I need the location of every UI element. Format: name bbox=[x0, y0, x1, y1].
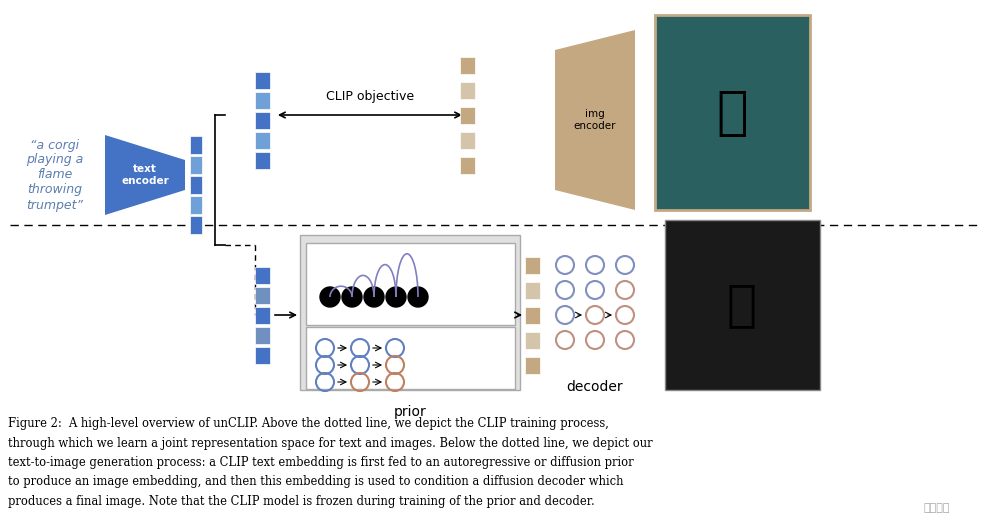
FancyBboxPatch shape bbox=[306, 243, 515, 325]
FancyBboxPatch shape bbox=[525, 282, 540, 299]
FancyBboxPatch shape bbox=[525, 307, 540, 324]
FancyBboxPatch shape bbox=[525, 357, 540, 374]
FancyBboxPatch shape bbox=[664, 220, 819, 390]
FancyBboxPatch shape bbox=[254, 347, 269, 364]
FancyBboxPatch shape bbox=[459, 107, 474, 124]
Text: Figure 2:  A high-level overview of unCLIP. Above the dotted line, we depict the: Figure 2: A high-level overview of unCLI… bbox=[8, 417, 608, 430]
FancyBboxPatch shape bbox=[459, 132, 474, 149]
Circle shape bbox=[342, 287, 362, 307]
Text: through which we learn a joint representation space for text and images. Below t: through which we learn a joint represent… bbox=[8, 436, 652, 449]
FancyBboxPatch shape bbox=[254, 132, 269, 149]
FancyBboxPatch shape bbox=[654, 15, 809, 210]
Text: text-to-image generation process: a CLIP text embedding is first fed to an autor: text-to-image generation process: a CLIP… bbox=[8, 456, 633, 469]
Text: 上杉翔二: 上杉翔二 bbox=[922, 503, 949, 513]
FancyBboxPatch shape bbox=[190, 136, 202, 154]
Text: CLIP objective: CLIP objective bbox=[326, 90, 414, 103]
Circle shape bbox=[386, 287, 406, 307]
FancyBboxPatch shape bbox=[306, 327, 515, 389]
FancyBboxPatch shape bbox=[254, 72, 269, 89]
Polygon shape bbox=[105, 135, 185, 215]
FancyBboxPatch shape bbox=[525, 257, 540, 274]
FancyBboxPatch shape bbox=[190, 176, 202, 194]
Text: img
encoder: img encoder bbox=[574, 109, 615, 131]
FancyBboxPatch shape bbox=[459, 157, 474, 174]
FancyBboxPatch shape bbox=[190, 196, 202, 214]
FancyBboxPatch shape bbox=[525, 332, 540, 349]
FancyBboxPatch shape bbox=[254, 112, 269, 129]
FancyBboxPatch shape bbox=[254, 327, 269, 344]
Text: produces a final image. Note that the CLIP model is frozen during training of th: produces a final image. Note that the CL… bbox=[8, 495, 594, 508]
Text: 🐕: 🐕 bbox=[727, 281, 756, 329]
FancyBboxPatch shape bbox=[254, 307, 269, 324]
FancyBboxPatch shape bbox=[254, 92, 269, 109]
Text: prior: prior bbox=[394, 405, 426, 419]
FancyBboxPatch shape bbox=[300, 235, 520, 390]
Text: decoder: decoder bbox=[567, 380, 622, 394]
Circle shape bbox=[320, 287, 340, 307]
Polygon shape bbox=[555, 30, 634, 210]
FancyBboxPatch shape bbox=[254, 287, 269, 304]
FancyBboxPatch shape bbox=[254, 152, 269, 169]
FancyBboxPatch shape bbox=[459, 57, 474, 74]
Text: text
encoder: text encoder bbox=[121, 164, 169, 186]
Text: 🐕: 🐕 bbox=[716, 87, 747, 139]
Text: to produce an image embedding, and then this embedding is used to condition a di: to produce an image embedding, and then … bbox=[8, 476, 623, 488]
FancyBboxPatch shape bbox=[254, 267, 269, 284]
FancyBboxPatch shape bbox=[459, 82, 474, 99]
FancyBboxPatch shape bbox=[190, 216, 202, 234]
Text: “a corgi
playing a
flame
throwing
trumpet”: “a corgi playing a flame throwing trumpe… bbox=[27, 139, 83, 212]
Circle shape bbox=[408, 287, 427, 307]
FancyBboxPatch shape bbox=[190, 156, 202, 174]
Circle shape bbox=[364, 287, 384, 307]
